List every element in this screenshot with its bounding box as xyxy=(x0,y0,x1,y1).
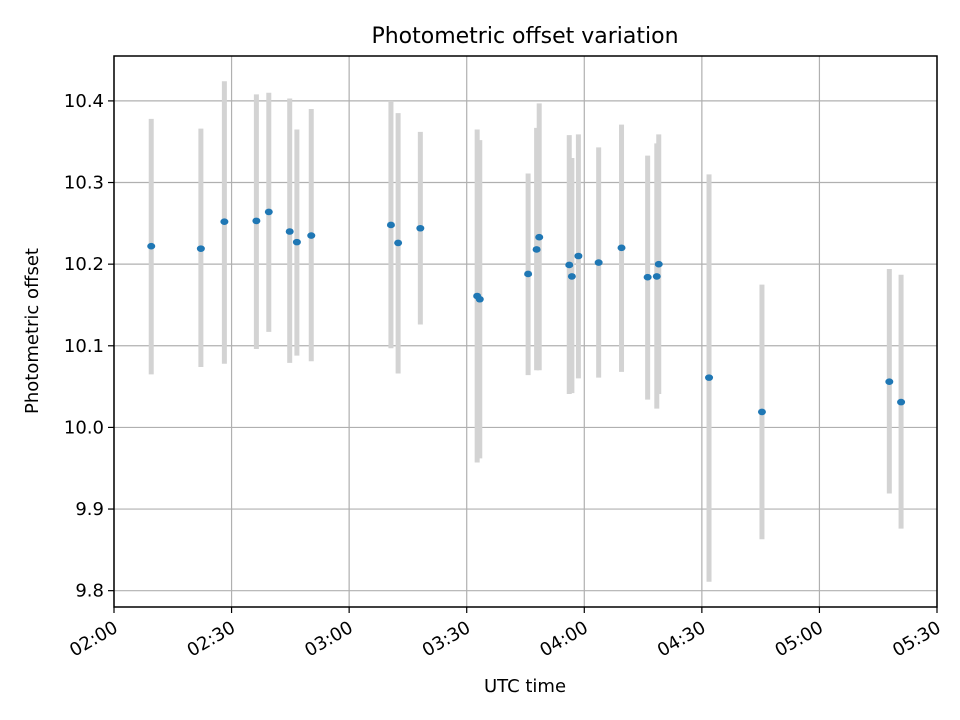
data-points xyxy=(147,208,906,416)
y-tick-label: 10.2 xyxy=(64,254,104,275)
data-point xyxy=(220,218,229,226)
y-tick-label: 9.8 xyxy=(75,581,104,602)
data-point xyxy=(285,228,294,235)
data-point xyxy=(897,398,906,406)
grid xyxy=(113,56,938,607)
data-point xyxy=(196,245,205,252)
data-point xyxy=(532,246,541,253)
data-point xyxy=(264,208,273,216)
x-tick-label: 03:00 xyxy=(301,617,356,661)
x-tick-label: 04:00 xyxy=(536,617,591,661)
data-point xyxy=(292,238,301,246)
x-tick-label: 02:30 xyxy=(184,617,239,661)
x-tick-label: 03:30 xyxy=(419,617,474,661)
y-axis-label: Photometric offset xyxy=(22,248,43,414)
data-point xyxy=(757,408,766,416)
data-point xyxy=(307,232,316,239)
data-point xyxy=(885,378,894,386)
x-tick-label: 05:30 xyxy=(889,617,944,661)
data-point xyxy=(574,252,583,260)
data-point xyxy=(394,239,403,247)
chart-title: Photometric offset variation xyxy=(371,24,678,49)
data-point xyxy=(652,273,661,280)
y-tick-label: 9.9 xyxy=(75,499,104,520)
data-point xyxy=(252,217,261,225)
data-point xyxy=(386,221,395,229)
data-point xyxy=(535,233,544,241)
data-point xyxy=(654,260,663,268)
y-tick-label: 10.1 xyxy=(64,336,104,357)
x-axis-label: UTC time xyxy=(484,676,566,697)
x-tick-label: 04:30 xyxy=(654,617,709,661)
data-point xyxy=(705,374,714,381)
x-tick-label: 05:00 xyxy=(772,617,827,661)
data-point xyxy=(475,295,484,303)
y-axis: 9.8 9.9 10.0 10.1 10.2 10.3 10.4 xyxy=(64,91,114,602)
y-tick-label: 10.0 xyxy=(64,417,104,438)
data-point xyxy=(565,261,574,269)
error-bars xyxy=(148,81,904,582)
x-axis: 02:00 02:30 03:00 03:30 04:00 04:30 05:00 05:30 xyxy=(66,607,945,661)
data-point xyxy=(643,273,652,281)
y-tick-label: 10.3 xyxy=(64,173,104,194)
x-tick-label: 02:00 xyxy=(66,617,121,661)
plot-frame xyxy=(113,55,938,608)
data-point xyxy=(524,270,533,278)
data-point xyxy=(594,259,603,266)
data-point xyxy=(147,242,156,250)
data-point xyxy=(416,224,425,232)
y-tick-label: 10.4 xyxy=(64,91,104,112)
data-point xyxy=(617,244,626,252)
data-point xyxy=(567,273,576,280)
